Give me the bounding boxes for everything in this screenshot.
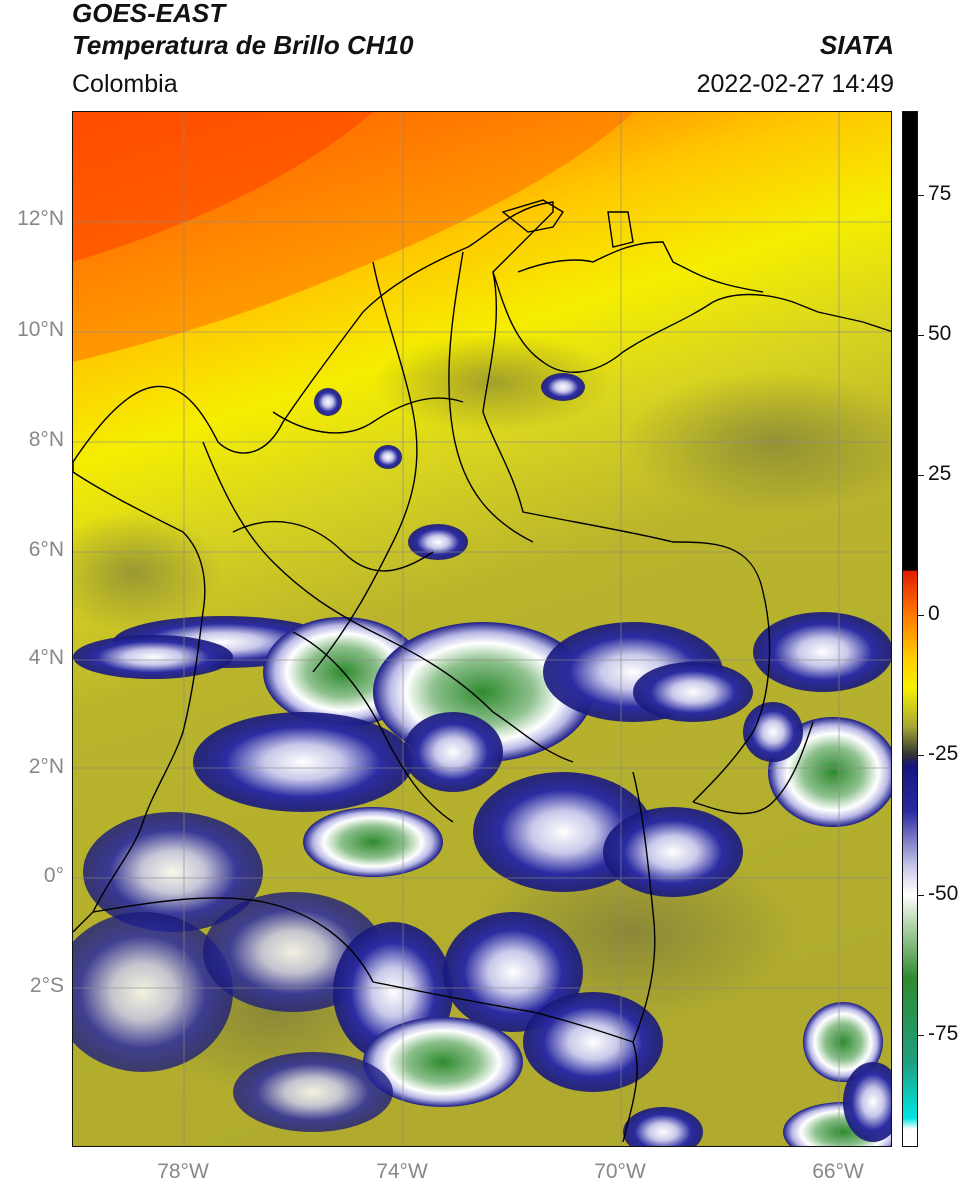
lat-label-0: 0°	[43, 864, 64, 887]
colorbar-tick	[918, 335, 924, 336]
colorbar-tick-label: 0	[928, 602, 940, 625]
colorbar-tick-label: 50	[928, 322, 952, 345]
colorbar-tick-label: 75	[928, 182, 952, 205]
timestamp-label: 2022-02-27 14:49	[696, 70, 894, 98]
colorbar-tick	[918, 195, 924, 196]
graticule	[73, 112, 891, 1146]
lat-label-12n: 12°N	[17, 207, 64, 230]
lon-label-70w: 70°W	[594, 1160, 646, 1183]
colorbar-tick	[918, 615, 924, 616]
product-title: Temperatura de Brillo CH10	[72, 30, 414, 60]
colorbar	[902, 111, 918, 1147]
brand-label: SIATA	[819, 30, 894, 60]
satellite-title: GOES-EAST	[72, 0, 226, 28]
lat-label-2n: 2°N	[28, 755, 64, 778]
colorbar-tick-label: -25	[928, 742, 959, 765]
coastlines-borders	[73, 199, 891, 1143]
lon-label-78w: 78°W	[157, 1160, 209, 1183]
colorbar-tick	[918, 1035, 924, 1036]
colorbar-tick-label: -50	[928, 882, 959, 905]
lat-label-6n: 6°N	[28, 538, 64, 561]
colorbar-tick-label: -75	[928, 1022, 959, 1045]
region-label: Colombia	[72, 70, 178, 98]
brightness-temperature-map	[73, 112, 891, 1146]
colorbar-tick	[918, 475, 924, 476]
lat-label-4n: 4°N	[28, 646, 64, 669]
map-panel	[72, 111, 892, 1147]
lat-label-8n: 8°N	[28, 428, 64, 451]
colorbar-tick	[918, 895, 924, 896]
lon-label-74w: 74°W	[376, 1160, 428, 1183]
colorbar-tick-label: 25	[928, 462, 952, 485]
lon-label-66w: 66°W	[812, 1160, 864, 1183]
colorbar-tick	[918, 755, 924, 756]
lat-label-10n: 10°N	[17, 318, 64, 341]
lat-label-2s: 2°S	[29, 974, 64, 997]
